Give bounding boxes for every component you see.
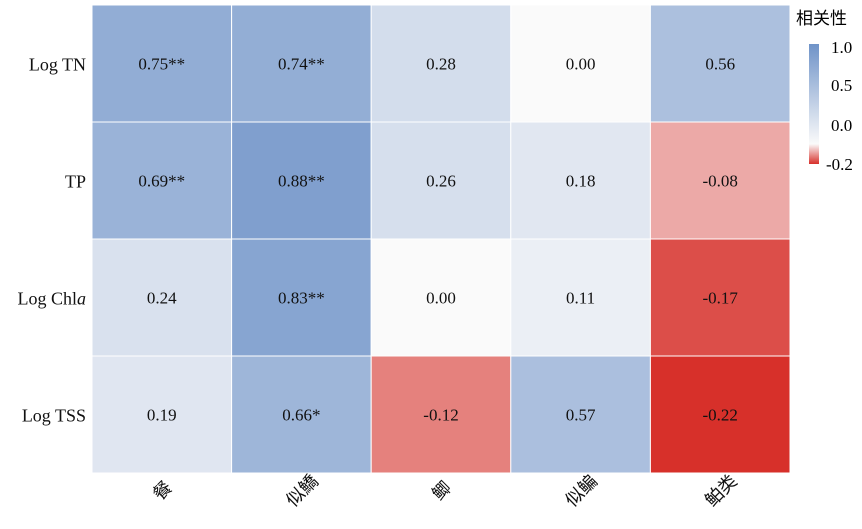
cell-label: 0.69**: [138, 172, 185, 191]
heatmap-cell: [370, 238, 512, 357]
heatmap-cell: [370, 121, 512, 240]
cell-label: 0.26: [426, 172, 456, 191]
heatmap-cell: [510, 355, 651, 474]
cell-label: 0.00: [566, 55, 596, 74]
cell-label: 0.19: [147, 406, 177, 425]
row-label: TP: [65, 172, 86, 192]
cell-label: -0.12: [423, 406, 458, 425]
heatmap-cell: [231, 238, 372, 357]
cell-label: 0.18: [566, 172, 596, 191]
colorbar-tick: 0.5: [831, 76, 852, 95]
cell-label: -0.08: [702, 172, 737, 191]
cell-label: 0.75**: [138, 55, 185, 74]
cell-label: 0.11: [566, 289, 595, 308]
colorbar-tick: -0.2: [826, 155, 853, 174]
column-label: 似鳊: [562, 471, 602, 511]
colorbar: [809, 44, 819, 164]
cell-label: 0.28: [426, 55, 456, 74]
cell-label: 0.83**: [278, 289, 325, 308]
colorbar-tick: 1.0: [831, 38, 852, 57]
heatmap-cell: [649, 238, 791, 357]
cell-label: 0.74**: [278, 55, 325, 74]
colorbar-tick: 0.0: [831, 116, 852, 135]
cell-label: -0.22: [702, 406, 737, 425]
colorbar-title: 相关性: [796, 9, 847, 28]
cell-label: 0.24: [147, 289, 177, 308]
heatmap-cell: [91, 355, 233, 474]
column-label: 餐: [149, 477, 176, 504]
cell-label: 0.57: [566, 406, 596, 425]
heatmap-cell: [370, 4, 512, 123]
cell-label: 0.66*: [282, 406, 320, 425]
heatmap-cell: [91, 4, 233, 123]
heatmap-cell: [510, 238, 651, 357]
cell-label: 0.88**: [278, 172, 325, 191]
cell-label: 0.00: [426, 289, 456, 308]
row-label: Log TN: [29, 55, 86, 75]
heatmap-cell: [91, 121, 233, 240]
column-label: 鲌类: [701, 471, 741, 511]
heatmap-cell: [649, 355, 791, 474]
column-label: 鲫: [428, 477, 455, 504]
heatmap-cell: [649, 4, 791, 123]
column-label: 似鱎: [282, 471, 322, 511]
heatmap-cell: [231, 4, 372, 123]
heatmap-cell: [510, 4, 651, 123]
row-label: Log TSS: [22, 406, 86, 426]
heatmap-cell: [370, 355, 512, 474]
cell-label: -0.17: [702, 289, 738, 308]
cell-label: 0.56: [705, 55, 735, 74]
heatmap-cell: [231, 355, 372, 474]
heatmap-cell: [649, 121, 791, 240]
row-label: Log Chla: [17, 289, 86, 309]
